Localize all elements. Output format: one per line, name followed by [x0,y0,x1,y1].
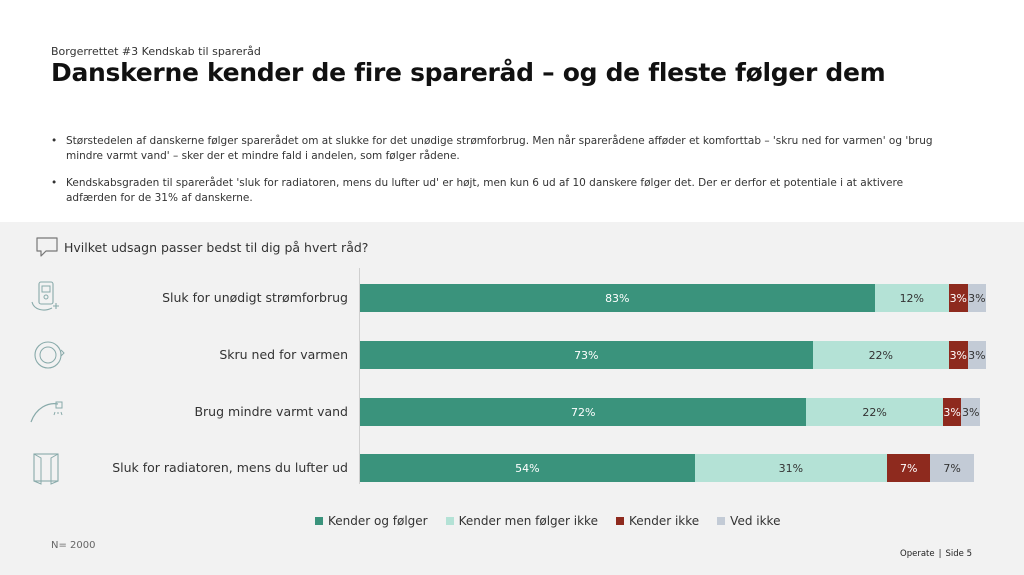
legend-item: Kender men følger ikke [445,514,598,528]
bar-segment: 3% [949,341,968,369]
bar-segment: 7% [930,454,974,482]
bullet-list: Størstedelen af danskerne følger sparerå… [51,134,956,218]
bar-segment: 3% [961,398,980,426]
data-label: 12% [899,291,925,305]
bar-segment: 3% [967,284,987,312]
data-label: 54% [515,461,540,475]
footer-page: Side 5 [945,549,973,559]
data-label: 31% [778,461,804,475]
thermostat-dial-icon [34,341,65,369]
legend-item: Kender ikke [615,514,700,528]
bar-segment: 72% [360,398,807,426]
bar-segment: 3% [967,341,987,369]
sample-size-note: N= 2000 [51,540,96,551]
speech-bubble-icon [36,237,58,257]
data-label: 72% [570,405,596,419]
footer-separator: | [938,549,942,559]
legend-label: Ved ikke [730,514,781,528]
data-label: 73% [574,348,599,362]
legend-label: Kender ikke [628,514,700,528]
legend-item: Ved ikke [717,514,780,528]
open-window-icon [33,453,59,485]
kicker: Borgerrettet #3 Kendskab til spareråd [51,45,261,58]
bar-segment: 31% [694,454,887,482]
data-label: 3% [949,291,968,305]
data-label: 22% [868,348,894,362]
bar-segment: 54% [360,454,695,482]
legend-swatch [315,517,323,525]
bar-segment: 7% [887,454,931,482]
footer: Operate | Side 5 [900,549,972,559]
power-meter-plug-icon [31,281,59,311]
category-label: Skru ned for varmen [219,347,348,362]
legend-swatch [717,517,726,525]
legend-label: Kender og følger [328,514,428,528]
data-label: 83% [605,291,630,305]
category-label: Sluk for radiatoren, mens du lufter ud [112,460,348,475]
legend-item: Kender og følger [315,514,428,528]
data-label: 3% [968,291,986,305]
data-label: 7% [943,461,961,475]
shower-faucet-icon [30,401,63,423]
bar-segment: 3% [949,284,968,312]
bar-segment: 3% [942,398,962,426]
bar-segment: 83% [360,284,875,312]
data-label: 7% [899,461,918,475]
data-label: 3% [968,348,986,362]
bar-segment: 73% [360,341,813,369]
data-label: 3% [949,348,968,362]
chart-legend: Kender og følger Kender men følger ikke … [315,514,780,528]
footer-brand: Operate [900,549,935,559]
category-label: Sluk for unødigt strømforbrug [162,290,348,305]
category-label: Brug mindre varmt vand [194,404,348,419]
bullet-item: Størstedelen af danskerne følger sparerå… [51,134,956,163]
bar-segment: 12% [874,284,949,312]
bar-segment: 22% [812,341,949,369]
legend-swatch [445,517,454,525]
question-text: Hvilket udsagn passer bedst til dig på h… [64,240,369,255]
data-label: 3% [943,405,961,419]
chart-axis-line [359,268,360,484]
legend-label: Kender men følger ikke [458,514,598,528]
page-title: Danskerne kender de fire spareråd – og d… [51,58,886,87]
data-label: 22% [862,405,887,419]
data-label: 3% [961,405,980,419]
legend-swatch [615,517,624,525]
bar-segment: 22% [806,398,943,426]
bullet-item: Kendskabsgraden til sparerådet 'sluk for… [51,176,956,205]
